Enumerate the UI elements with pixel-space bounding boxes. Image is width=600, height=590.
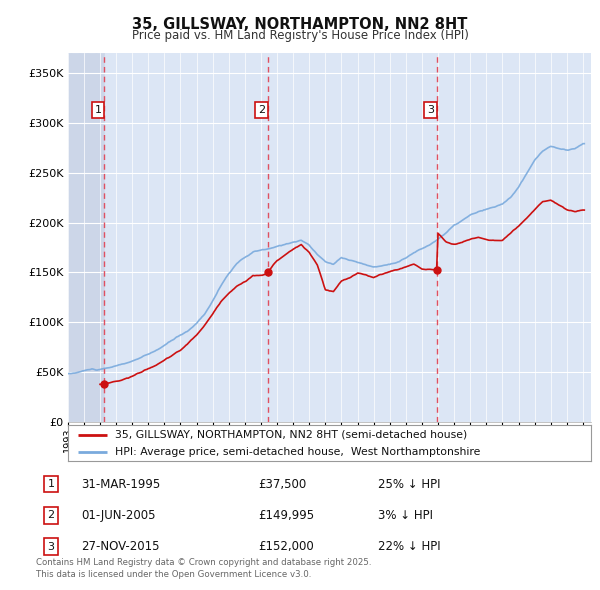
Text: Price paid vs. HM Land Registry's House Price Index (HPI): Price paid vs. HM Land Registry's House … [131, 29, 469, 42]
Text: 27-NOV-2015: 27-NOV-2015 [81, 540, 160, 553]
Text: 1: 1 [94, 105, 101, 115]
Text: 3% ↓ HPI: 3% ↓ HPI [378, 509, 433, 522]
Text: 1: 1 [47, 479, 55, 489]
Text: 3: 3 [427, 105, 434, 115]
Bar [68, 53, 104, 422]
Text: 3: 3 [47, 542, 55, 552]
Text: £37,500: £37,500 [258, 477, 306, 491]
Text: 01-JUN-2005: 01-JUN-2005 [81, 509, 155, 522]
Text: £152,000: £152,000 [258, 540, 314, 553]
Text: 35, GILLSWAY, NORTHAMPTON, NN2 8HT (semi-detached house): 35, GILLSWAY, NORTHAMPTON, NN2 8HT (semi… [115, 430, 467, 440]
Text: 25% ↓ HPI: 25% ↓ HPI [378, 477, 440, 491]
Text: 22% ↓ HPI: 22% ↓ HPI [378, 540, 440, 553]
Text: £149,995: £149,995 [258, 509, 314, 522]
Text: HPI: Average price, semi-detached house,  West Northamptonshire: HPI: Average price, semi-detached house,… [115, 447, 480, 457]
Text: 2: 2 [47, 510, 55, 520]
Text: 2: 2 [258, 105, 265, 115]
Text: 35, GILLSWAY, NORTHAMPTON, NN2 8HT: 35, GILLSWAY, NORTHAMPTON, NN2 8HT [133, 17, 467, 31]
Text: Contains HM Land Registry data © Crown copyright and database right 2025.
This d: Contains HM Land Registry data © Crown c… [36, 558, 371, 579]
Text: 31-MAR-1995: 31-MAR-1995 [81, 477, 160, 491]
